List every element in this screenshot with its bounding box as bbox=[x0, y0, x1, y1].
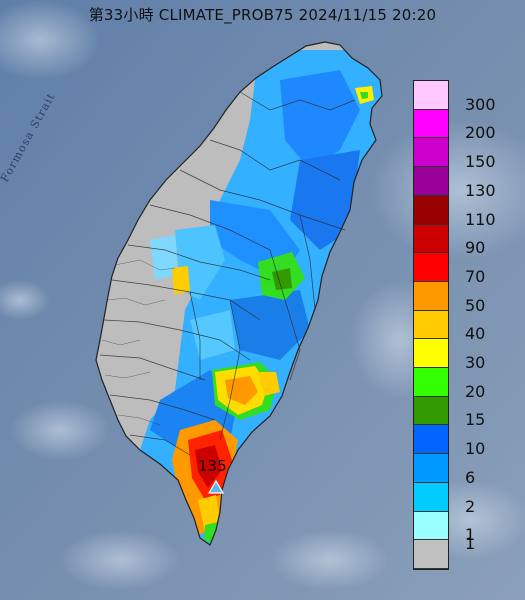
legend-label: 10 bbox=[465, 439, 486, 459]
legend-swatch bbox=[414, 81, 448, 110]
legend-label: 30 bbox=[465, 353, 486, 373]
legend-label: 300 bbox=[465, 94, 496, 114]
color-legend bbox=[413, 80, 449, 570]
legend-swatch bbox=[414, 281, 448, 311]
legend-swatch bbox=[414, 396, 448, 426]
legend-swatch bbox=[414, 482, 448, 512]
legend-label: 200 bbox=[465, 123, 496, 143]
legend-swatch bbox=[414, 109, 448, 139]
legend-label: 20 bbox=[465, 381, 486, 401]
legend-label: 1 bbox=[465, 525, 476, 545]
legend-swatch bbox=[414, 511, 448, 541]
legend-label: 90 bbox=[465, 238, 486, 258]
legend-swatch bbox=[414, 425, 448, 455]
triangle-icon bbox=[207, 479, 225, 494]
legend-swatch bbox=[414, 339, 448, 369]
legend-label: 150 bbox=[465, 152, 496, 172]
legend-swatch bbox=[414, 138, 448, 168]
legend-label: 1 bbox=[465, 533, 476, 553]
legend-swatch bbox=[414, 167, 448, 196]
legend-label: 2 bbox=[465, 496, 476, 516]
peak-value-label: 135 bbox=[198, 457, 227, 475]
legend-label: 70 bbox=[465, 266, 486, 286]
legend-swatch bbox=[414, 253, 448, 282]
legend-label: 40 bbox=[465, 324, 486, 344]
legend-swatch bbox=[414, 195, 448, 225]
legend-swatch bbox=[414, 224, 448, 254]
legend-label: 110 bbox=[465, 209, 496, 229]
legend-swatch bbox=[414, 540, 448, 569]
legend-label: 15 bbox=[465, 410, 486, 430]
legend-label: 50 bbox=[465, 295, 486, 315]
legend-label: 130 bbox=[465, 180, 496, 200]
legend-label: 6 bbox=[465, 467, 476, 487]
legend-swatch bbox=[414, 454, 448, 483]
legend-swatch bbox=[414, 368, 448, 397]
map-title: 第33小時 CLIMATE_PROB75 2024/11/15 20:20 bbox=[88, 6, 437, 24]
legend-swatch bbox=[414, 310, 448, 340]
